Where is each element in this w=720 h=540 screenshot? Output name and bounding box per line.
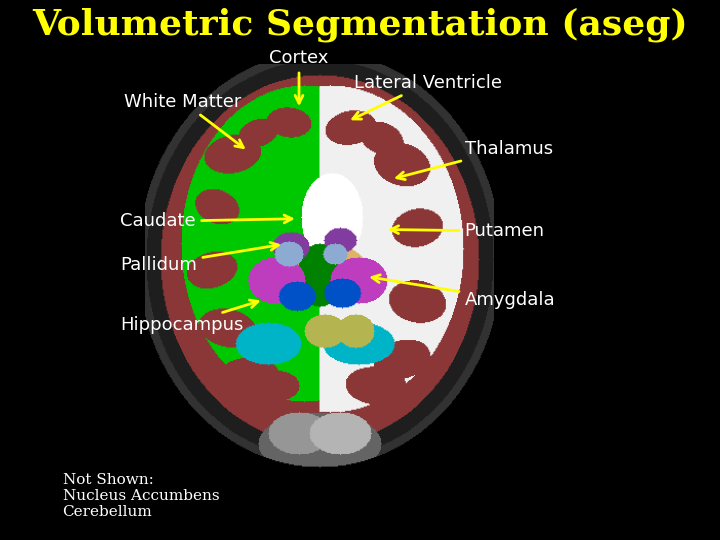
Text: Cortex: Cortex [269, 49, 329, 103]
Text: Not Shown:
Nucleus Accumbens
Cerebellum: Not Shown: Nucleus Accumbens Cerebellum [63, 472, 219, 519]
Text: Volumetric Segmentation (aseg): Volumetric Segmentation (aseg) [32, 7, 688, 42]
Text: White Matter: White Matter [124, 92, 243, 147]
Text: Putamen: Putamen [391, 222, 544, 240]
Text: Caudate: Caudate [120, 212, 292, 231]
Text: Lateral Ventricle: Lateral Ventricle [353, 73, 503, 119]
Text: Hippocampus: Hippocampus [120, 300, 258, 334]
Text: Pallidum: Pallidum [120, 242, 279, 274]
Text: Thalamus: Thalamus [397, 139, 553, 180]
Text: Amygdala: Amygdala [372, 275, 555, 309]
